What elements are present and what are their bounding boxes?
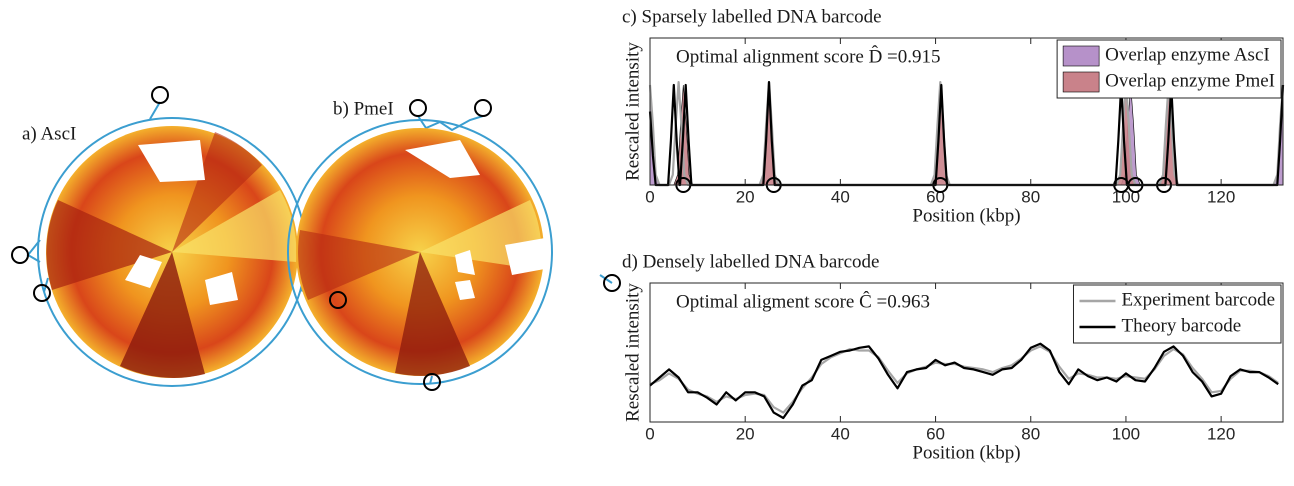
peak-marker xyxy=(11,246,29,264)
annotation: Optimal alignment score D̂ =0.915 xyxy=(676,46,941,68)
masked-region xyxy=(125,255,162,288)
panel-b: b) PmeI xyxy=(287,98,621,391)
peak-marker xyxy=(409,99,427,117)
chart-title: d) Densely labelled DNA barcode xyxy=(622,251,879,272)
legend-label: Experiment barcode xyxy=(1121,289,1275,310)
chart-title: c) Sparsely labelled DNA barcode xyxy=(622,6,882,27)
line xyxy=(649,342,1279,420)
x-tick-label: 120 xyxy=(1207,424,1235,443)
legend: Experiment barcode Theory barcode xyxy=(1072,284,1282,344)
peak-marker xyxy=(474,99,492,117)
x-axis-label: Position (kbp) xyxy=(912,205,1020,226)
masked-region xyxy=(138,140,205,182)
heat-wedge xyxy=(298,230,420,300)
plot-frame xyxy=(649,37,1284,186)
x-tick-label: 0 xyxy=(645,187,654,206)
legend-label: Overlap enzyme AscI xyxy=(1105,44,1270,65)
peak-marker xyxy=(423,373,441,391)
x-tick-label: 40 xyxy=(831,424,850,443)
x-tick-label: 20 xyxy=(736,424,755,443)
legend-label: Overlap enzyme PmeI xyxy=(1105,70,1275,91)
annotation: Optimal aligment score Ĉ =0.963 xyxy=(676,290,930,312)
legend-box xyxy=(1072,284,1282,344)
heat-wedge xyxy=(120,252,205,378)
x-tick-label: 40 xyxy=(831,187,850,206)
x-tick-label: 20 xyxy=(736,187,755,206)
masked-region xyxy=(205,272,238,305)
legend-swatch xyxy=(1062,45,1100,67)
x-tick-label: 80 xyxy=(1021,187,1040,206)
y-axis-label: Rescaled intensity xyxy=(622,42,643,181)
x-tick-label: 120 xyxy=(1207,187,1235,206)
peak-marker xyxy=(151,86,169,104)
x-tick-label: 0 xyxy=(645,424,654,443)
masked-region xyxy=(405,140,480,178)
line xyxy=(649,345,1279,414)
masked-region xyxy=(455,250,475,275)
x-tick-label: 60 xyxy=(926,424,945,443)
x-axis-label: Position (kbp) xyxy=(912,442,1020,463)
panel-a: a) AscI xyxy=(11,86,308,387)
x-tick-label: 100 xyxy=(1112,424,1140,443)
masked-region xyxy=(505,238,550,275)
x-tick-label: 80 xyxy=(1021,424,1040,443)
peak-marker xyxy=(33,284,51,302)
peak-marker xyxy=(603,274,621,292)
panel-label: a) AscI xyxy=(22,123,76,144)
heat-wedge xyxy=(172,132,262,252)
y-axis-label: Rescaled intensity xyxy=(622,283,643,422)
heat-wedge xyxy=(395,252,470,376)
panel-label: b) PmeI xyxy=(333,98,394,119)
profile-outline xyxy=(287,119,554,385)
heat-wedge xyxy=(46,200,172,290)
masked-region xyxy=(455,280,475,300)
peak-marker xyxy=(329,291,347,309)
legend: Overlap enzyme AscI Overlap enzyme PmeI xyxy=(1056,39,1282,99)
plot-frame xyxy=(649,282,1284,423)
legend-swatch xyxy=(1062,71,1100,93)
legend-label: Theory barcode xyxy=(1121,315,1241,336)
heat-wedge xyxy=(172,190,297,262)
